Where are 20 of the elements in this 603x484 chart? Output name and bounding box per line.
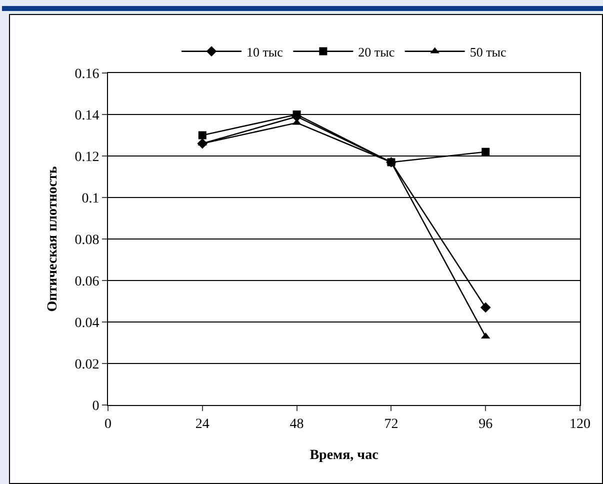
y-tick-label: 0.16 — [74, 66, 100, 82]
x-axis-title: Время, час — [310, 448, 378, 464]
y-tick-label: 0.1 — [82, 191, 100, 206]
y-tick-label: 0.02 — [74, 357, 100, 372]
y-tick-label: 0.12 — [74, 150, 100, 165]
y-axis-title: Оптическая плотность — [45, 166, 60, 312]
x-tick-label: 120 — [570, 416, 590, 432]
x-tick-label: 48 — [290, 416, 304, 432]
x-tick-label: 96 — [478, 416, 493, 432]
y-tick-label: 0 — [92, 398, 100, 414]
y-tick-label: 0.06 — [74, 274, 100, 290]
x-tick-label: 72 — [384, 416, 398, 432]
x-tick-label: 0 — [104, 416, 112, 432]
y-tick-label: 0.14 — [74, 108, 100, 124]
legend-label: 50 тыс — [470, 44, 506, 60]
legend-label: 10 тыс — [246, 44, 284, 60]
legend-label: 20 тыс — [358, 44, 395, 60]
x-tick-label: 24 — [195, 416, 210, 432]
y-tick-label: 0.08 — [74, 232, 100, 248]
y-tick-label: 0.04 — [74, 316, 100, 331]
